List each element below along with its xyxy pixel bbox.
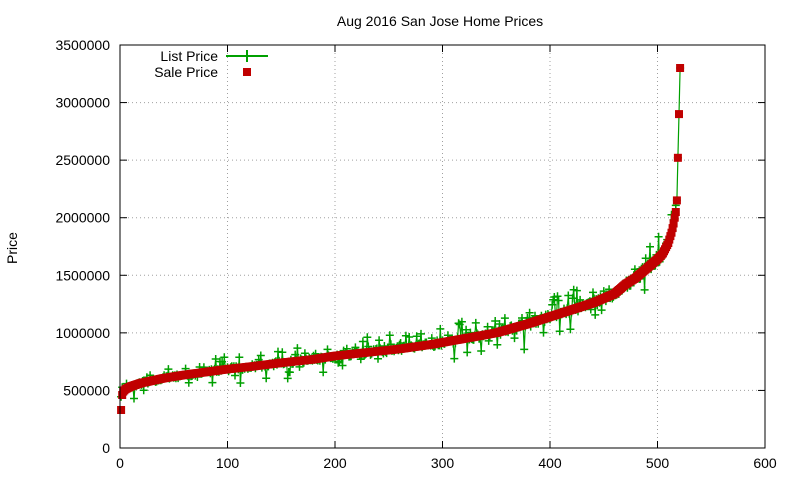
list-price-point	[283, 374, 292, 383]
list-price-point	[211, 355, 220, 363]
list-price-point	[184, 378, 193, 387]
chart-title: Aug 2016 San Jose Home Prices	[337, 13, 543, 29]
sale-price-point	[668, 224, 677, 233]
list-price-point	[554, 296, 563, 305]
list-price-point	[493, 340, 502, 349]
list-price-point	[568, 294, 577, 303]
list-price-point	[471, 318, 480, 327]
list-price-point	[500, 314, 509, 323]
list-price-point	[405, 333, 414, 341]
list-price-point	[236, 379, 245, 387]
list-price-point	[130, 394, 138, 403]
x-tick-label: 200	[323, 455, 347, 471]
sale-price-series	[117, 64, 685, 414]
x-tick-label: 500	[646, 455, 670, 471]
list-price-point	[589, 288, 597, 297]
list-price-point	[463, 348, 472, 357]
list-price-point	[483, 322, 492, 331]
list-price-point	[235, 353, 244, 362]
list-price-point	[323, 345, 332, 354]
list-price-point	[591, 310, 600, 319]
list-price-point	[597, 306, 606, 315]
list-price-point	[374, 354, 382, 363]
list-price-point	[477, 347, 486, 355]
list-price-point	[262, 374, 271, 383]
list-price-point	[520, 345, 529, 354]
y-tick-label: 1000000	[55, 325, 110, 341]
list-price-point	[450, 354, 459, 363]
list-price-point	[220, 353, 229, 362]
sale-price-point	[669, 219, 678, 228]
list-price-point	[293, 344, 302, 353]
sale-price-point	[117, 406, 126, 414]
list-price-point	[218, 357, 227, 366]
sale-price-point	[672, 196, 681, 205]
sale-price-point	[670, 213, 679, 222]
y-tick-label: 1500000	[55, 267, 110, 283]
legend-marker-sale-price	[243, 68, 251, 76]
list-price-point	[338, 361, 347, 370]
list-price-point	[564, 291, 573, 300]
legend-marker-list-price	[241, 50, 253, 62]
list-price-point	[412, 332, 421, 341]
y-tick-label: 3500000	[55, 37, 110, 53]
legend: List Price Sale Price	[154, 48, 268, 80]
sale-price-point	[676, 64, 685, 72]
list-price-point	[539, 328, 548, 337]
list-price-point	[385, 331, 394, 340]
list-price-point	[566, 325, 575, 334]
x-tick-label: 0	[116, 455, 124, 471]
x-tick-label: 300	[431, 455, 455, 471]
x-tick-label: 600	[753, 455, 777, 471]
y-tick-label: 2000000	[55, 210, 110, 226]
list-price-point	[457, 317, 466, 326]
list-price-point	[319, 368, 328, 377]
list-price-point	[491, 317, 500, 325]
list-price-point	[278, 348, 287, 357]
y-axis-label: Price	[4, 232, 20, 264]
list-price-point	[654, 232, 663, 241]
list-price-point	[358, 337, 367, 346]
sale-price-point	[671, 208, 680, 216]
list-price-point	[553, 292, 562, 301]
y-tick-label: 2500000	[55, 152, 110, 168]
list-price-point	[139, 386, 148, 395]
list-price-point	[208, 378, 217, 387]
tick-labels: 0 100 200 300 400 500 600 0 500000 1000000 1500000…	[55, 37, 776, 471]
list-price-point	[334, 358, 343, 367]
list-price-point	[285, 368, 294, 377]
legend-label-list-price: List Price	[160, 48, 218, 64]
y-tick-label: 3000000	[55, 95, 110, 111]
list-price-point	[363, 333, 372, 342]
x-tick-label: 400	[538, 455, 562, 471]
list-price-point	[646, 242, 654, 251]
list-price-point	[256, 351, 265, 360]
list-price-point	[436, 324, 445, 333]
sale-price-point	[675, 110, 683, 119]
list-price-point	[417, 329, 425, 338]
list-price-point	[231, 371, 239, 380]
list-price-point	[572, 286, 581, 295]
list-price-point	[555, 327, 564, 336]
list-price-point	[164, 365, 173, 374]
y-tick-label: 500000	[63, 382, 110, 398]
list-price-point	[548, 300, 557, 309]
list-price-point	[375, 336, 384, 345]
plot-frame	[119, 44, 766, 449]
list-price-point	[510, 334, 519, 343]
list-price-point	[640, 285, 649, 294]
legend-label-sale-price: Sale Price	[154, 64, 218, 80]
list-price-point	[300, 349, 309, 358]
x-tick-label: 100	[216, 455, 240, 471]
list-price-point	[641, 254, 650, 263]
sale-price-point	[667, 228, 676, 237]
list-price-point	[462, 325, 471, 334]
list-price-point	[525, 308, 534, 317]
y-tick-label: 0	[102, 440, 110, 456]
sale-price-point	[673, 153, 682, 162]
